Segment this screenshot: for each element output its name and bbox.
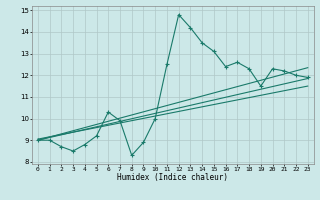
X-axis label: Humidex (Indice chaleur): Humidex (Indice chaleur): [117, 173, 228, 182]
